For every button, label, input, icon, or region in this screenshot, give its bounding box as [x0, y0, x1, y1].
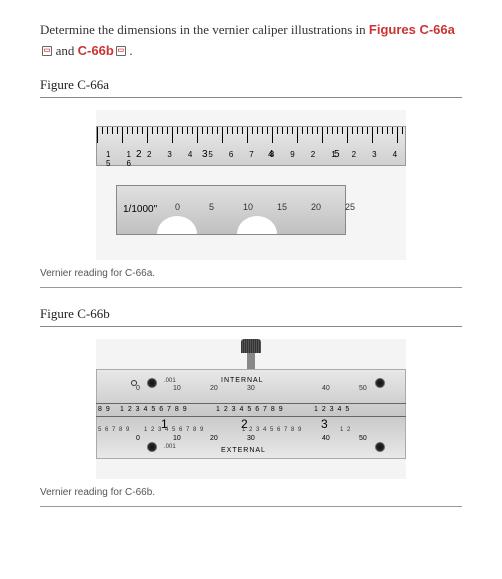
internal-label: INTERNAL — [221, 377, 264, 384]
mid-scale: 8 9 1 2 3 4 5 6 7 8 9 1 2 3 4 5 6 7 8 9 … — [96, 403, 406, 417]
prompt-text-before: Determine the dimensions in the vernier … — [40, 22, 369, 37]
upper-scale-number: 30 — [247, 385, 255, 392]
vernier-number: 0 — [175, 202, 180, 212]
screw-hole-icon — [375, 378, 385, 388]
lower-scale-number: 40 — [322, 435, 330, 442]
vernier-scale: 1/1000" 0510152025 — [116, 185, 346, 235]
lower-scale-number: 0 — [136, 435, 140, 442]
upper-scale-number: 20 — [210, 385, 218, 392]
divider — [40, 506, 462, 507]
upper-scale-number: 0 — [136, 385, 140, 392]
external-label: EXTERNAL — [221, 447, 266, 454]
figure-a-title: Figure C-66a — [40, 77, 462, 98]
popup-icon: ▭ — [116, 46, 126, 56]
figure-a-image: 2345 1 1 2 3 4 5 6 7 8 9 2 1 2 3 4 5 6 1… — [40, 110, 462, 260]
question-prompt: Determine the dimensions in the vernier … — [40, 20, 462, 62]
precision-label: .001 — [164, 378, 176, 384]
lower-scale-number: 50 — [359, 435, 367, 442]
figure-b-caption: Vernier reading for C-66b. — [40, 487, 462, 498]
mid-scale-number: 3 — [321, 417, 328, 431]
figure-b-block: Figure C-66b .001 .001 INTERNAL EXTERNAL… — [40, 306, 462, 507]
figure-a-caption: Vernier reading for C-66a. — [40, 268, 462, 279]
lower-scale-number: 20 — [210, 435, 218, 442]
popup-icon: ▭ — [42, 46, 52, 56]
vernier-number: 10 — [243, 202, 253, 212]
lower-scale-number: 30 — [247, 435, 255, 442]
vernier-number: 20 — [311, 202, 321, 212]
precision-label: .001 — [164, 444, 176, 450]
screw-hole-icon — [375, 442, 385, 452]
thumb-notch — [237, 216, 277, 234]
screw-hole-icon — [147, 378, 157, 388]
vernier-number: 15 — [277, 202, 287, 212]
vernier-number: 5 — [209, 202, 214, 212]
figure-b-title: Figure C-66b — [40, 306, 462, 327]
vernier-number: 25 — [345, 202, 355, 212]
figure-a-block: Figure C-66a 2345 1 1 2 3 4 5 6 7 8 9 2 … — [40, 77, 462, 288]
figure-link-b[interactable]: C-66b▭ — [78, 43, 130, 58]
caliper-b-illustration: .001 .001 INTERNAL EXTERNAL 01020304050 … — [96, 339, 406, 479]
upper-scale-number: 10 — [173, 385, 181, 392]
upper-scale-number: 50 — [359, 385, 367, 392]
thumb-notch — [157, 216, 197, 234]
vernier-prefix: 1/1000" — [123, 204, 157, 215]
screw-hole-icon — [147, 442, 157, 452]
figure-b-image: .001 .001 INTERNAL EXTERNAL 01020304050 … — [40, 339, 462, 479]
prompt-text-mid: and — [56, 43, 78, 58]
divider — [40, 287, 462, 288]
lower-scale-number: 10 — [173, 435, 181, 442]
caliper-a-illustration: 2345 1 1 2 3 4 5 6 7 8 9 2 1 2 3 4 5 6 1… — [96, 110, 406, 260]
prompt-text-after: . — [129, 43, 132, 58]
upper-scale-number: 40 — [322, 385, 330, 392]
